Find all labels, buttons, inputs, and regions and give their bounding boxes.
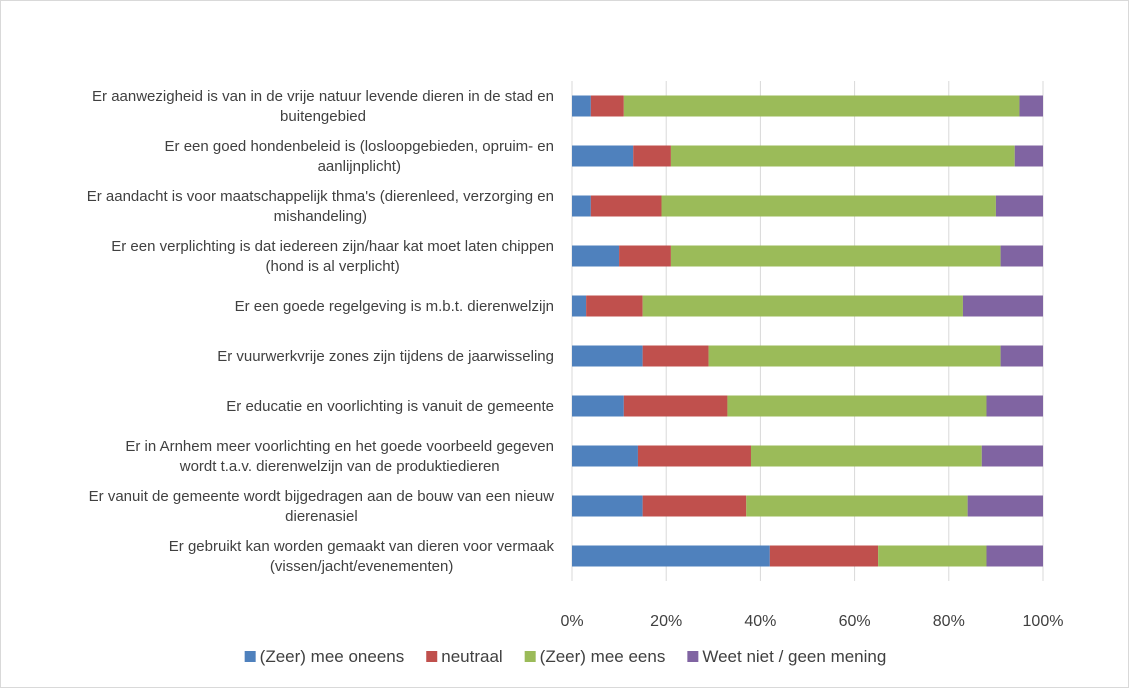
category-label: Er een goed hondenbeleid is (losloopgebi… xyxy=(165,138,554,155)
x-tick-label: 20% xyxy=(650,613,682,630)
bar-segment xyxy=(590,195,662,217)
legend-swatch xyxy=(426,651,438,662)
bar-segment xyxy=(967,495,1043,517)
legend: (Zeer) mee oneens neutraal (Zeer) mee eens… xyxy=(244,647,886,666)
category-label: mishandeling) xyxy=(274,208,367,225)
x-tick-label: 80% xyxy=(933,613,965,630)
category-label: Er educatie en voorlichting is vanuit de… xyxy=(226,398,554,415)
category-label: (hond is al verplicht) xyxy=(266,258,400,275)
x-tick-label: 0% xyxy=(560,613,583,630)
bar-segment xyxy=(642,295,963,317)
bar-segment xyxy=(623,95,1020,117)
category-label: buitengebied xyxy=(280,108,366,125)
bar-segment xyxy=(642,345,709,367)
bar-segment xyxy=(623,395,728,417)
legend-label: (Zeer) mee oneens xyxy=(260,647,405,666)
bar-segment xyxy=(572,245,620,267)
bar-segment xyxy=(727,395,987,417)
bar-segment xyxy=(572,145,634,167)
bar-segment xyxy=(572,345,643,367)
legend-swatch xyxy=(524,651,536,662)
category-label: wordt t.a.v. dierenwelzijn van de produk… xyxy=(179,458,500,475)
category-label: Er gebruikt kan worden gemaakt van diere… xyxy=(169,538,555,555)
legend-item: neutraal xyxy=(426,647,503,666)
legend-label: neutraal xyxy=(441,647,502,666)
category-label: aanlijnplicht) xyxy=(318,158,401,175)
bar-segment xyxy=(1000,345,1043,367)
bar-segment xyxy=(572,545,770,567)
bar-segment xyxy=(572,395,624,417)
legend-swatch xyxy=(244,651,256,662)
category-label: Er een verplichting is dat iedereen zijn… xyxy=(111,238,554,255)
bar-segment xyxy=(1019,95,1043,117)
legend-swatch xyxy=(687,651,699,662)
bar-segment xyxy=(986,545,1043,567)
bar-segment xyxy=(878,545,987,567)
category-label: Er vanuit de gemeente wordt bijgedragen … xyxy=(89,488,554,505)
bar-segment xyxy=(769,545,879,567)
legend-label: Weet niet / geen mening xyxy=(702,647,886,666)
legend-label: (Zeer) mee eens xyxy=(540,647,666,666)
legend-item: (Zeer) mee oneens xyxy=(244,647,405,666)
bar-segment xyxy=(590,95,624,117)
x-tick-label: 40% xyxy=(744,613,776,630)
bar-segment xyxy=(572,445,638,467)
bar-segment xyxy=(637,445,751,467)
bar-segment xyxy=(1014,145,1043,167)
bar-segment xyxy=(572,95,591,117)
bar-segment xyxy=(986,395,1043,417)
legend-item: (Zeer) mee eens xyxy=(524,647,666,666)
category-labels: Er aanwezigheid is van in de vrije natuu… xyxy=(87,88,555,575)
bar-segment xyxy=(572,495,643,517)
category-label: (vissen/jacht/evenementen) xyxy=(270,558,453,575)
x-tick-label: 60% xyxy=(839,613,871,630)
bar-segment xyxy=(642,495,747,517)
category-label: Er aandacht is voor maatschappelijk thma… xyxy=(87,188,554,205)
legend-item: Weet niet / geen mening xyxy=(687,647,886,666)
bar-segment xyxy=(661,195,996,217)
category-label: Er vuurwerkvrije zones zijn tijdens de j… xyxy=(217,348,554,365)
category-label: dierenasiel xyxy=(285,508,358,525)
category-label: Er aanwezigheid is van in de vrije natuu… xyxy=(92,88,554,105)
bar-segment xyxy=(670,245,1001,267)
x-tick-label: 100% xyxy=(1023,613,1064,630)
bar-segment xyxy=(619,245,671,267)
bar-segment xyxy=(746,495,968,517)
bar-segment xyxy=(586,295,643,317)
bar-segment xyxy=(962,295,1043,317)
bar-segment xyxy=(981,445,1043,467)
bar-segment xyxy=(995,195,1043,217)
bar-segment xyxy=(708,345,1001,367)
x-axis-ticks: 0% 20% 40% 60% 80% 100% xyxy=(560,613,1063,630)
bar-segment xyxy=(572,195,591,217)
bar-segment xyxy=(572,295,587,317)
bars xyxy=(572,95,1043,567)
bar-segment xyxy=(633,145,671,167)
bar-segment xyxy=(670,145,1015,167)
bar-segment xyxy=(750,445,982,467)
category-label: Er in Arnhem meer voorlichting en het go… xyxy=(125,438,554,455)
category-label: Er een goede regelgeving is m.b.t. diere… xyxy=(235,298,554,315)
bar-segment xyxy=(1000,245,1043,267)
